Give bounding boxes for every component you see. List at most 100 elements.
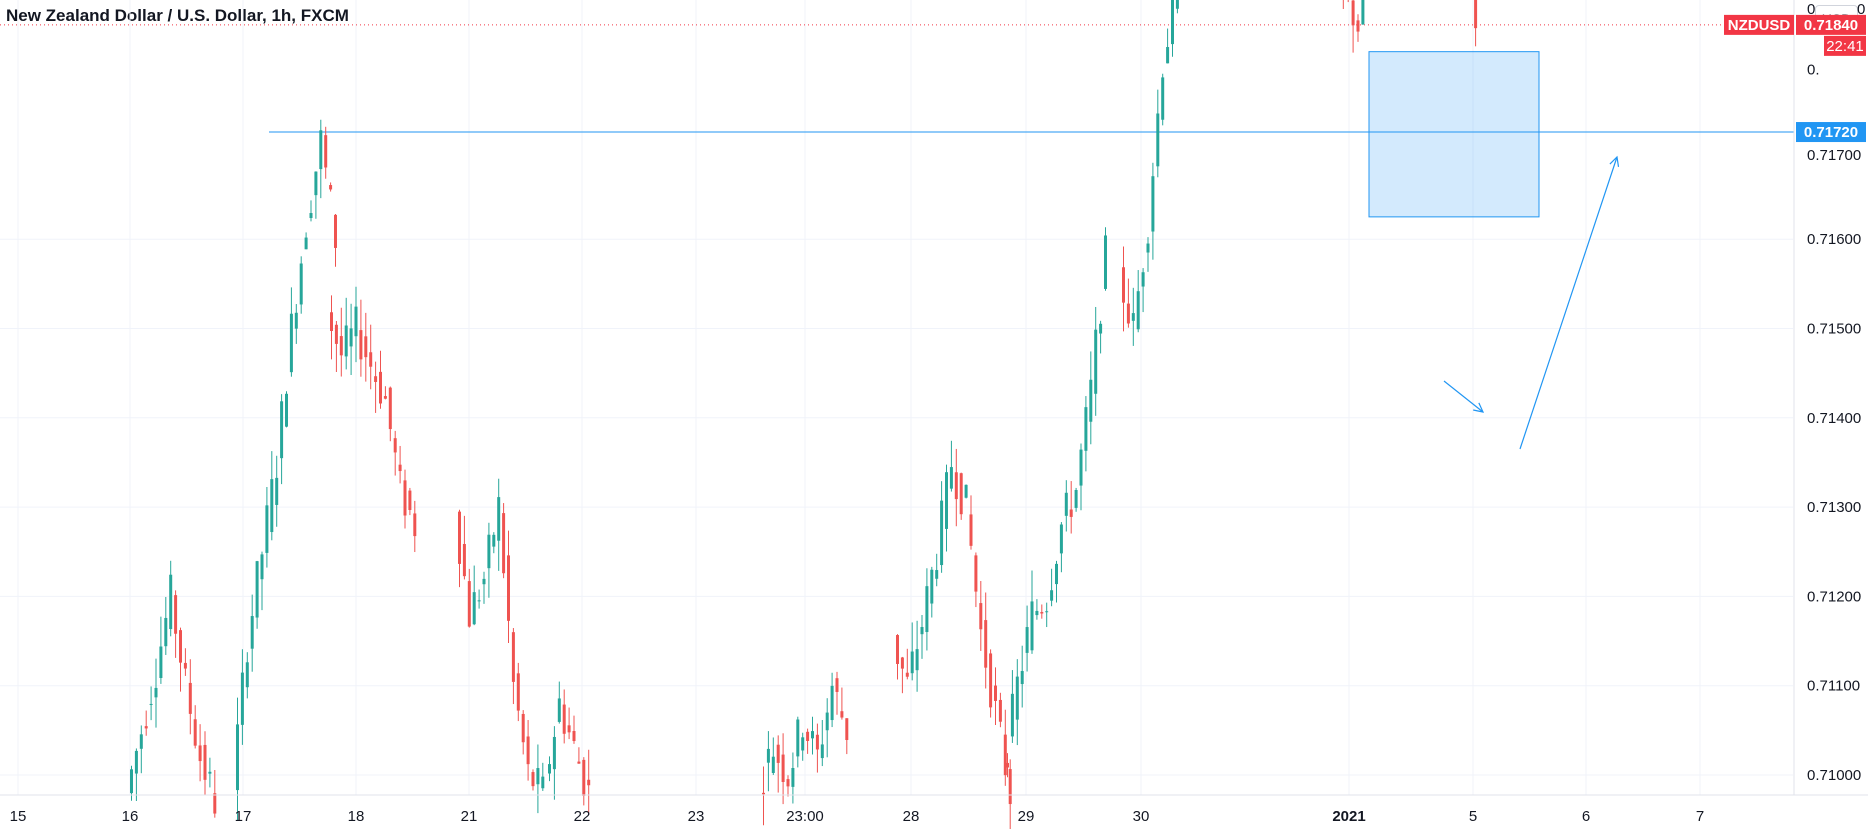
time-tick-label: 6 — [1582, 808, 1590, 825]
candle-body — [791, 767, 795, 787]
candle-body — [1151, 176, 1155, 232]
candle-body — [945, 472, 948, 529]
candle-body — [1045, 611, 1049, 613]
candle-body — [552, 736, 556, 770]
candle-body — [577, 761, 581, 764]
candle-body — [786, 779, 790, 787]
time-axis[interactable]: 15 16 17 18 21 22 23 23:00 28 29 30 2021 5 6 7 — [0, 794, 1868, 825]
candle-body — [270, 479, 274, 533]
candle-body — [1156, 113, 1160, 167]
candle-body — [801, 737, 805, 751]
candle-body — [521, 713, 525, 743]
candle-body — [781, 754, 785, 782]
candle-body — [1010, 693, 1014, 737]
time-tick-label: 18 — [348, 808, 365, 825]
time-tick-label: 30 — [1133, 808, 1150, 825]
up-arrow-head — [1609, 155, 1620, 167]
candle-body — [830, 685, 834, 721]
price-tick-label: 0.71500 — [1807, 321, 1861, 338]
candle-body — [1006, 762, 1009, 768]
candle-body — [1035, 610, 1039, 616]
candle-body — [771, 756, 775, 773]
candle-body — [275, 477, 279, 505]
candle-body — [304, 237, 308, 250]
candle-body — [766, 748, 770, 763]
candle-body — [567, 725, 571, 733]
candle-body — [1146, 243, 1150, 253]
candle-body — [511, 632, 515, 682]
candle-body — [354, 306, 358, 337]
candle-body — [811, 731, 814, 739]
candle-body — [408, 490, 412, 510]
candle-body — [845, 718, 849, 741]
candle-body — [1030, 601, 1034, 651]
demand-zone-box — [1368, 51, 1540, 218]
support-price-label-bg — [1796, 122, 1866, 143]
price-tick-label: 0.71100 — [1807, 678, 1860, 695]
candle-body — [516, 673, 520, 711]
price-axis[interactable]: 0.726000.725000.723000.722000.721000.720… — [1793, 0, 1865, 795]
candle-body — [374, 376, 378, 382]
candle-body — [329, 185, 333, 190]
candle-body — [236, 724, 239, 791]
down-arrow-head — [1473, 402, 1485, 413]
candle-body — [915, 649, 919, 671]
candle-body — [285, 393, 288, 427]
candle-body — [467, 581, 471, 627]
candle-body — [203, 744, 207, 780]
candle-body — [548, 764, 551, 774]
candle-body — [974, 555, 978, 592]
price-tick-label: 0.71300 — [1807, 499, 1861, 516]
candle-body — [935, 570, 939, 579]
candle-body — [979, 603, 983, 630]
down-arrow — [1443, 380, 1484, 413]
candle-body — [989, 653, 993, 708]
candle-body — [1141, 272, 1145, 287]
candle-body — [1351, 0, 1355, 26]
candle-body — [1136, 291, 1140, 330]
time-tick-label: 2021 — [1332, 808, 1365, 825]
candle-body — [964, 484, 968, 498]
candle-body — [299, 263, 303, 305]
candle-body — [1175, 0, 1179, 9]
candle-body — [536, 768, 540, 785]
up-arrow — [1519, 156, 1618, 450]
candle-body — [208, 771, 212, 774]
candle-body — [1003, 734, 1007, 776]
demand-zone[interactable] — [1368, 51, 1540, 218]
candle-body — [250, 616, 254, 649]
candle-body — [541, 776, 545, 789]
candle-body — [245, 662, 249, 688]
candle-body — [920, 627, 924, 635]
candle-body — [994, 685, 997, 701]
candle-body — [159, 646, 163, 678]
candle-body — [526, 736, 530, 765]
candle-body — [940, 500, 944, 566]
candle-body — [984, 620, 988, 668]
candle-body — [1040, 612, 1044, 614]
candle-body — [840, 711, 844, 718]
price-tick-label: 0.71600 — [1807, 231, 1861, 248]
candle-body — [969, 514, 973, 546]
candle-body — [1064, 492, 1068, 516]
horizontal-lines[interactable] — [0, 0, 1794, 133]
candle-body — [900, 657, 904, 669]
arrows[interactable] — [1443, 155, 1620, 450]
candle-body — [492, 534, 496, 547]
candle-body — [314, 171, 318, 196]
candle-body — [188, 682, 192, 714]
candle-body — [796, 719, 800, 757]
price-tick-label: 0.71000 — [1807, 767, 1861, 784]
time-tick-label: 5 — [1469, 808, 1477, 825]
chart-title: New Zealand Dollar / U.S. Dollar, 1h, FX… — [6, 6, 349, 25]
candle-body — [149, 703, 153, 705]
candle-body — [557, 698, 561, 722]
candle-body — [806, 731, 810, 742]
candle-body — [139, 734, 143, 749]
candle-body — [896, 635, 899, 664]
candle-body — [413, 513, 417, 537]
candle-body — [1059, 524, 1063, 554]
